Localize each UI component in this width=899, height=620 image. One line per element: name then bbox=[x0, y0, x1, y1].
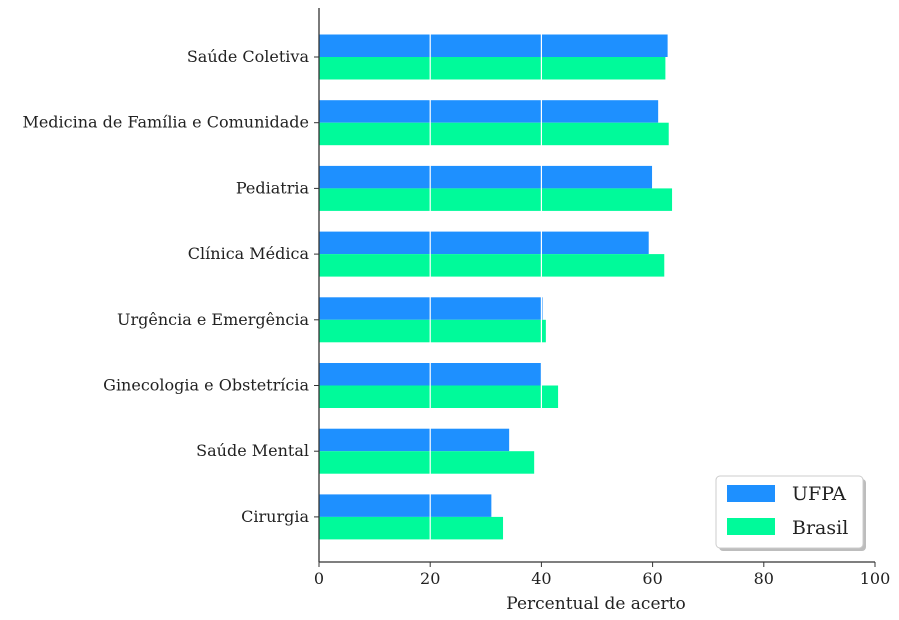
category-label: Clínica Médica bbox=[188, 244, 310, 263]
bar-ufpa-0 bbox=[319, 34, 668, 57]
bar-brasil-6 bbox=[319, 451, 535, 474]
bar-ufpa-6 bbox=[319, 428, 510, 452]
legend-label-brasil: Brasil bbox=[792, 517, 848, 539]
bar-brasil-5 bbox=[319, 385, 559, 408]
bar-brasil-7 bbox=[319, 516, 504, 540]
category-label: Saúde Mental bbox=[196, 441, 309, 460]
x-tick-label: 20 bbox=[420, 569, 440, 588]
category-label: Cirurgia bbox=[241, 507, 309, 526]
bar-brasil-1 bbox=[319, 122, 669, 146]
bar-brasil-4 bbox=[319, 319, 546, 343]
category-labels: Saúde Coletiva Medicina de Família e Comu… bbox=[22, 47, 309, 526]
category-label: Saúde Coletiva bbox=[187, 47, 310, 66]
legend: UFPA Brasil bbox=[715, 475, 866, 551]
legend-swatch-brasil bbox=[727, 518, 775, 535]
bar-brasil-3 bbox=[319, 254, 665, 277]
bar-ufpa-1 bbox=[319, 100, 659, 123]
x-tick-label: 40 bbox=[531, 569, 551, 588]
axes bbox=[314, 8, 876, 567]
category-label: Medicina de Família e Comunidade bbox=[22, 113, 309, 132]
category-label: Pediatria bbox=[236, 178, 310, 197]
legend-swatch-ufpa bbox=[727, 485, 775, 502]
bar-ufpa-7 bbox=[319, 494, 492, 517]
gridlines bbox=[429, 33, 543, 548]
x-tick-labels: 0 20 40 60 80 100 bbox=[314, 569, 890, 588]
x-tick-label: 60 bbox=[642, 569, 662, 588]
x-tick-label: 100 bbox=[860, 569, 891, 588]
x-axis-title: Percentual de acerto bbox=[506, 594, 685, 614]
bars-group bbox=[319, 34, 673, 540]
x-tick-label: 80 bbox=[754, 569, 774, 588]
category-label: Urgência e Emergência bbox=[117, 310, 309, 329]
category-label: Ginecologia e Obstetrícia bbox=[103, 376, 309, 395]
bar-brasil-2 bbox=[319, 188, 673, 211]
bar-brasil-0 bbox=[319, 57, 666, 80]
bar-ufpa-3 bbox=[319, 231, 649, 255]
x-tick-label: 0 bbox=[314, 569, 324, 588]
bar-ufpa-2 bbox=[319, 165, 653, 189]
legend-label-ufpa: UFPA bbox=[792, 483, 846, 505]
